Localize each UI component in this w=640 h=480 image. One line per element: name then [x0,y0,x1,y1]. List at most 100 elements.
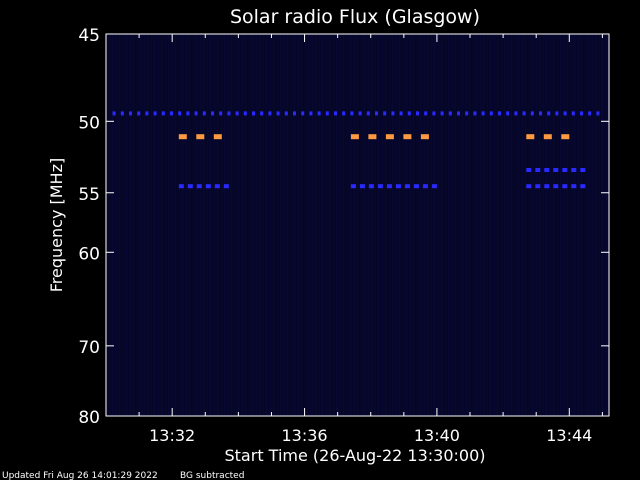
blue-54.5-dash [535,184,541,189]
blue-54.5-dash [368,184,374,189]
blue-54.5-dash [214,184,220,189]
blue-line-49.5-dash [498,111,501,116]
y-tick-label: 70 [78,338,100,358]
blue-53.3-dash [544,168,550,172]
blue-54.5-dash [553,184,559,189]
orange-51-dash [561,134,570,140]
blue-line-49.5-dash [571,111,575,116]
orange-51-dash [420,134,429,140]
blue-54.5-dash [205,184,211,189]
chart-title: Solar radio Flux (Glasgow) [230,6,480,28]
blue-line-49.5-dash [563,111,567,116]
orange-51-dash [213,134,222,140]
y-tick-label: 55 [78,185,100,205]
blue-line-49.5-dash [334,111,337,116]
blue-54.5-dash [571,184,577,189]
blue-54.5-dash [395,184,401,189]
plot-area [105,33,610,417]
orange-51-dash [403,134,412,140]
blue-line-49.5-dash [120,111,124,116]
blue-line-49.5-dash [161,111,165,116]
blue-53.3-dash [562,168,568,172]
blue-line-49.5-dash [112,111,116,116]
blue-54.5-dash [178,184,184,189]
blue-line-49.5-dash [530,111,534,116]
blue-54.5-dash [187,184,193,189]
blue-line-49.5-dash [137,111,141,116]
blue-line-49.5-dash [366,111,370,116]
blue-line-49.5-dash [260,111,264,116]
blue-line-49.5-dash [268,111,272,116]
x-tick-label: 13:36 [281,426,327,445]
blue-54.5-dash [413,184,419,189]
blue-line-49.5-dash [424,111,428,116]
blue-53.3-dash [580,168,586,172]
blue-line-49.5-dash [391,111,395,116]
blue-54.5-dash [196,184,202,189]
blue-line-49.5-dash [342,111,346,116]
plot-frame [105,33,610,417]
blue-54.5-dash [544,184,550,189]
orange-51-dash [178,134,187,140]
blue-line-49.5-dash [399,111,403,116]
blue-line-49.5-dash [293,111,296,116]
blue-line-49.5-dash [211,111,214,116]
x-tick-label: 13:40 [414,426,460,445]
blue-line-49.5-dash [243,111,247,116]
blue-53.3-dash [553,168,559,172]
blue-line-49.5-dash [375,111,378,116]
x-axis-label: Start Time (26-Aug-22 13:30:00) [225,446,486,465]
bg-subtracted-note: BG subtracted [180,471,244,480]
x-axis: 13:32 13:36 13:40 13:44 [138,34,603,445]
blue-line-49.5-dash [235,111,239,116]
blue-line-49.5-dash [489,111,493,116]
blue-line-49.5-dash [465,111,469,116]
blue-line-49.5-dash [416,111,419,116]
blue-line-49.5-dash [596,111,600,116]
blue-line-49.5-dash [153,111,157,116]
x-tick-label: 13:32 [149,426,195,445]
blue-53.3-dash [526,168,532,172]
blue-line-49.5-dash [145,111,149,116]
blue-54.5-dash [223,184,229,189]
orange-51-dash [526,134,535,140]
blue-54.5-dash [526,184,532,189]
blue-line-49.5-dash [407,111,411,116]
blue-line-49.5-dash [432,111,436,116]
blue-line-49.5-dash [178,111,182,116]
blue-line-49.5-dash [522,111,526,116]
blue-line-49.5-dash [317,111,321,116]
blue-line-49.5-dash [555,111,559,116]
blue-line-49.5-dash [301,111,305,116]
blue-54.5-dash [431,184,437,189]
orange-51-dash [543,134,552,140]
blue-line-49.5-dash [358,111,362,116]
blue-53.3-dash [571,168,577,172]
blue-line-49.5-dash [440,111,444,116]
blue-line-49.5-dash [383,111,387,116]
blue-line-49.5-dash [457,111,460,116]
blue-line-49.5-dash [194,111,198,116]
spectrogram-features [112,111,600,189]
blue-line-49.5-dash [539,111,542,116]
x-tick-label: 13:44 [546,426,592,445]
y-tick-label: 60 [78,244,100,264]
spectrogram-texture [106,34,609,416]
blue-line-49.5-dash [252,111,255,116]
blue-line-49.5-dash [170,111,173,116]
blue-54.5-dash [359,184,365,189]
blue-line-49.5-dash [547,111,551,116]
updated-timestamp: Updated Fri Aug 26 14:01:29 2022 [2,471,158,480]
blue-line-49.5-dash [202,111,206,116]
orange-51-dash [368,134,377,140]
blue-54.5-dash [386,184,392,189]
blue-line-49.5-dash [580,111,583,116]
blue-54.5-dash [580,184,586,189]
blue-54.5-dash [350,184,356,189]
blue-line-49.5-dash [350,111,354,116]
blue-line-49.5-dash [284,111,288,116]
orange-51-dash [196,134,205,140]
orange-51-dash [385,134,394,140]
blue-54.5-dash [422,184,428,189]
